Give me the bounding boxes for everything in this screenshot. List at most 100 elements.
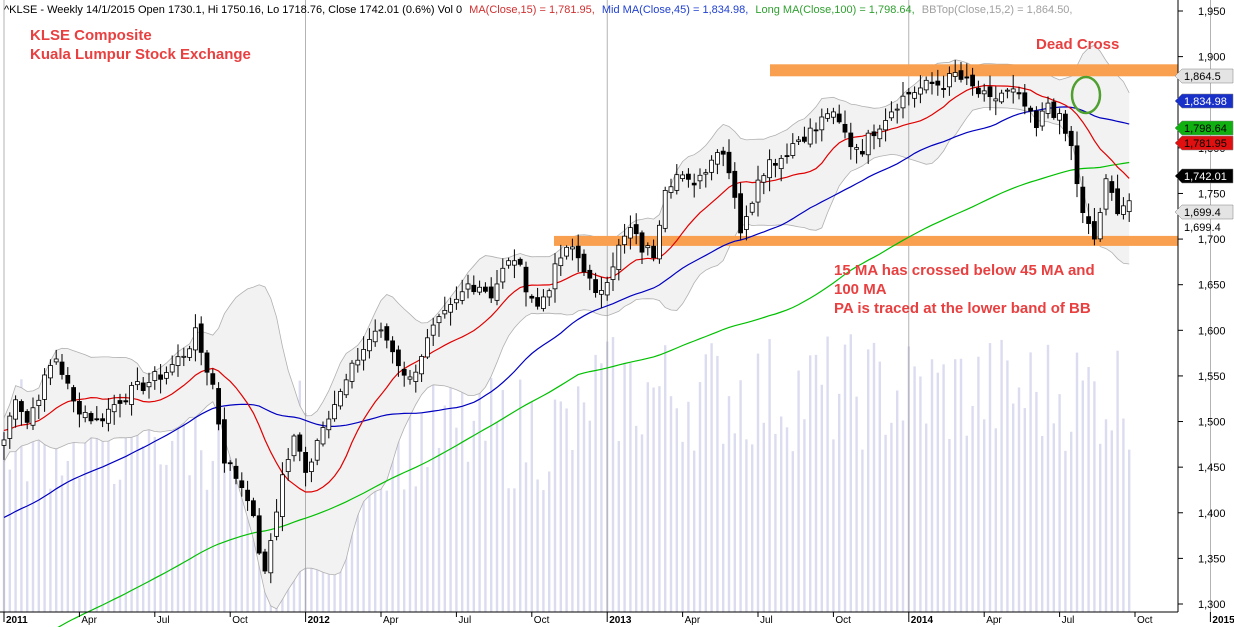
candle (778, 155, 784, 182)
volume-bar (26, 481, 29, 612)
candle-body (622, 235, 627, 246)
candle (1016, 86, 1022, 100)
candle (900, 82, 906, 119)
volume-bar (623, 362, 626, 612)
volume-bar (234, 423, 238, 612)
volume-bar (1017, 387, 1021, 612)
candle-body (59, 361, 65, 375)
candle (36, 394, 42, 419)
candle-body (181, 355, 187, 358)
candle-body (123, 400, 129, 403)
volume-bar (1052, 423, 1055, 612)
candle-body (633, 224, 639, 235)
candle-body (459, 291, 465, 301)
volume-bar (919, 376, 922, 612)
candle (30, 397, 36, 431)
candle (894, 103, 900, 124)
candle (616, 238, 622, 281)
volume-bar (901, 420, 905, 612)
candle (529, 294, 535, 303)
volume-bar (1081, 380, 1084, 612)
volume-bar (8, 469, 11, 612)
candle (929, 72, 935, 95)
volume-bar (1128, 449, 1131, 612)
candle-body (366, 339, 372, 352)
volume-bar (664, 345, 667, 612)
candle-body (784, 155, 790, 157)
candle (923, 76, 929, 94)
volume-bar (49, 488, 52, 612)
candle-body (465, 283, 471, 290)
candle (1074, 131, 1080, 198)
candle (593, 272, 598, 298)
volume-bar (153, 436, 156, 612)
volume-bar (426, 467, 429, 612)
x-tick-label: Oct (534, 615, 550, 626)
volume-bar (1058, 394, 1061, 612)
candle-body (227, 462, 233, 465)
volume-bar (646, 382, 649, 612)
volume-bar (687, 401, 690, 612)
candle (18, 399, 24, 426)
candle-body (512, 260, 517, 266)
candle-body (71, 387, 76, 402)
volume-bar (872, 342, 876, 612)
candle (860, 139, 865, 157)
volume-bar (217, 388, 220, 612)
candle-body (558, 257, 564, 267)
price-tag-label: 1,742.01 (1184, 171, 1227, 183)
candle (77, 392, 82, 428)
volume-bar (437, 447, 441, 612)
volume-bar (461, 390, 464, 612)
candle-body (413, 371, 419, 382)
volume-bar (1070, 431, 1073, 612)
candle-body (790, 143, 796, 156)
candle-body (48, 365, 53, 379)
volume-bar (751, 444, 754, 612)
y-tick-label: 1,400 (1198, 508, 1226, 520)
volume-bar (1099, 443, 1102, 612)
volume-bar (954, 359, 957, 612)
candle (628, 215, 633, 250)
candle-body (691, 182, 697, 186)
candle (1080, 176, 1086, 224)
candle (291, 433, 297, 462)
candle-body (709, 159, 714, 173)
candle (13, 395, 19, 428)
candle-body (680, 174, 685, 179)
candle (1092, 207, 1097, 246)
candle-body (42, 374, 47, 400)
volume-bar (495, 422, 499, 612)
candle-body (100, 418, 105, 422)
candle-body (807, 127, 813, 145)
candle-body (889, 111, 894, 119)
price-tag-box (1174, 168, 1234, 184)
volume-bar (124, 381, 127, 612)
candle (285, 448, 291, 481)
candle-body (1103, 178, 1109, 210)
volume-bar (211, 460, 214, 612)
candle (88, 411, 94, 425)
y-tick-label: 1,300 (1198, 599, 1226, 611)
candle-body (163, 372, 169, 379)
candle (720, 146, 726, 167)
volume-bar (936, 372, 939, 612)
candle-body (285, 459, 291, 472)
candle (1034, 106, 1039, 137)
candle-body (1115, 188, 1120, 215)
candle-body (442, 309, 448, 315)
volume-bar (362, 483, 365, 612)
x-tick-label: Apr (81, 615, 97, 626)
note-line-3: PA is traced at the lower band of BB (834, 300, 1091, 317)
candle-body (749, 202, 755, 213)
candle (175, 344, 181, 377)
volume-bar (727, 396, 731, 612)
candle-body (268, 540, 274, 574)
candle (361, 336, 367, 371)
candle-body (262, 551, 268, 572)
volume-bar (884, 434, 887, 612)
x-tick-label: Jul (157, 615, 170, 626)
candle-body (1028, 107, 1033, 112)
candle (488, 277, 494, 303)
x-tick-label: 2013 (609, 615, 632, 626)
